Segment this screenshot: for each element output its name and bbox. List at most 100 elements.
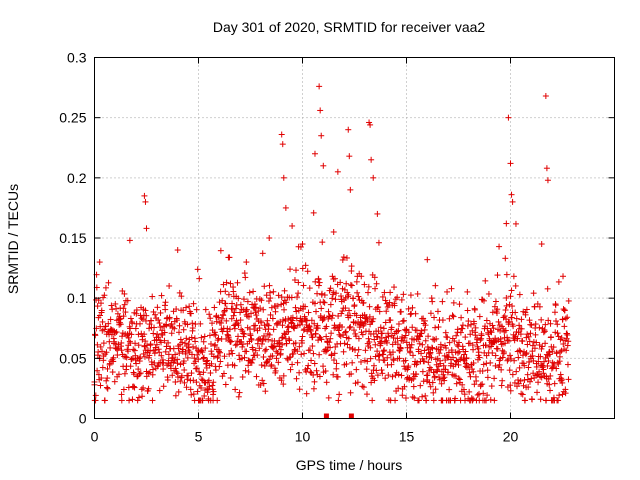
data-point <box>312 330 319 337</box>
data-point <box>178 372 185 379</box>
data-point <box>388 324 395 331</box>
data-point <box>193 379 200 386</box>
data-point <box>508 191 515 198</box>
data-point <box>285 328 292 335</box>
data-point <box>94 341 101 348</box>
data-point <box>456 339 463 346</box>
data-point <box>313 308 320 315</box>
data-point <box>316 83 323 90</box>
data-point <box>223 317 230 324</box>
data-point <box>376 351 383 358</box>
data-point <box>136 358 143 365</box>
data-point <box>554 330 561 337</box>
data-point <box>347 389 354 396</box>
data-point <box>217 247 224 254</box>
data-point <box>367 355 374 362</box>
data-point <box>121 290 128 297</box>
data-point <box>368 379 375 386</box>
data-point <box>278 131 285 138</box>
data-point <box>344 341 351 348</box>
data-point <box>385 372 392 379</box>
data-point <box>183 304 190 311</box>
data-point <box>374 372 381 379</box>
data-point <box>299 265 306 272</box>
data-point <box>211 304 218 311</box>
x-tick-label: 5 <box>195 429 203 445</box>
data-point <box>118 347 125 354</box>
data-point <box>290 324 297 331</box>
data-point <box>145 385 152 392</box>
data-point <box>101 292 108 299</box>
data-point <box>177 378 184 385</box>
data-point <box>256 296 263 303</box>
data-point <box>163 322 170 329</box>
data-point <box>207 315 214 322</box>
data-point <box>565 376 572 383</box>
data-point <box>361 281 368 288</box>
data-point <box>501 312 508 319</box>
data-point <box>458 314 465 321</box>
data-point <box>434 308 441 315</box>
data-point <box>343 360 350 367</box>
data-point <box>457 329 464 336</box>
data-point <box>289 361 296 368</box>
data-point <box>281 287 288 294</box>
data-point <box>498 382 505 389</box>
data-point <box>407 292 414 299</box>
data-point <box>306 323 313 330</box>
data-point <box>519 352 526 359</box>
data-point <box>341 340 348 347</box>
data-point <box>302 262 309 269</box>
data-point <box>206 311 213 318</box>
data-point <box>188 370 195 377</box>
data-point <box>218 315 225 322</box>
data-point <box>492 362 499 369</box>
data-point <box>400 291 407 298</box>
data-point <box>207 340 214 347</box>
data-point <box>374 210 381 217</box>
data-point <box>204 389 211 396</box>
data-point <box>370 315 377 322</box>
data-point <box>378 339 385 346</box>
data-point <box>248 336 255 343</box>
data-point <box>108 331 115 338</box>
data-point <box>561 307 568 314</box>
data-point <box>149 293 156 300</box>
data-point <box>258 362 265 369</box>
data-point <box>470 360 477 367</box>
data-point <box>342 328 349 335</box>
data-point <box>183 384 190 391</box>
data-point <box>353 366 360 373</box>
data-point <box>506 352 513 359</box>
data-point <box>546 381 553 388</box>
data-point <box>535 379 542 386</box>
data-point <box>271 343 278 350</box>
data-point <box>96 259 103 266</box>
data-point <box>175 388 182 395</box>
data-point <box>506 301 513 308</box>
data-point <box>559 316 566 323</box>
data-point <box>95 348 102 355</box>
data-point <box>459 325 466 332</box>
data-point <box>129 396 136 403</box>
data-point <box>560 340 567 347</box>
data-point <box>176 329 182 336</box>
data-point <box>428 344 435 351</box>
data-point <box>531 303 538 310</box>
data-point <box>454 349 461 356</box>
data-point <box>297 315 304 322</box>
data-point <box>497 327 504 334</box>
data-point <box>210 379 217 386</box>
data-point <box>193 306 200 313</box>
data-point <box>114 352 121 359</box>
data-point <box>211 342 218 349</box>
data-point <box>353 278 360 285</box>
data-point <box>402 332 409 339</box>
data-point <box>562 315 569 322</box>
data-point <box>104 365 111 372</box>
data-point <box>266 331 273 338</box>
data-point <box>194 388 201 395</box>
data-point <box>491 375 498 382</box>
data-point <box>268 304 275 311</box>
data-point <box>132 325 139 332</box>
